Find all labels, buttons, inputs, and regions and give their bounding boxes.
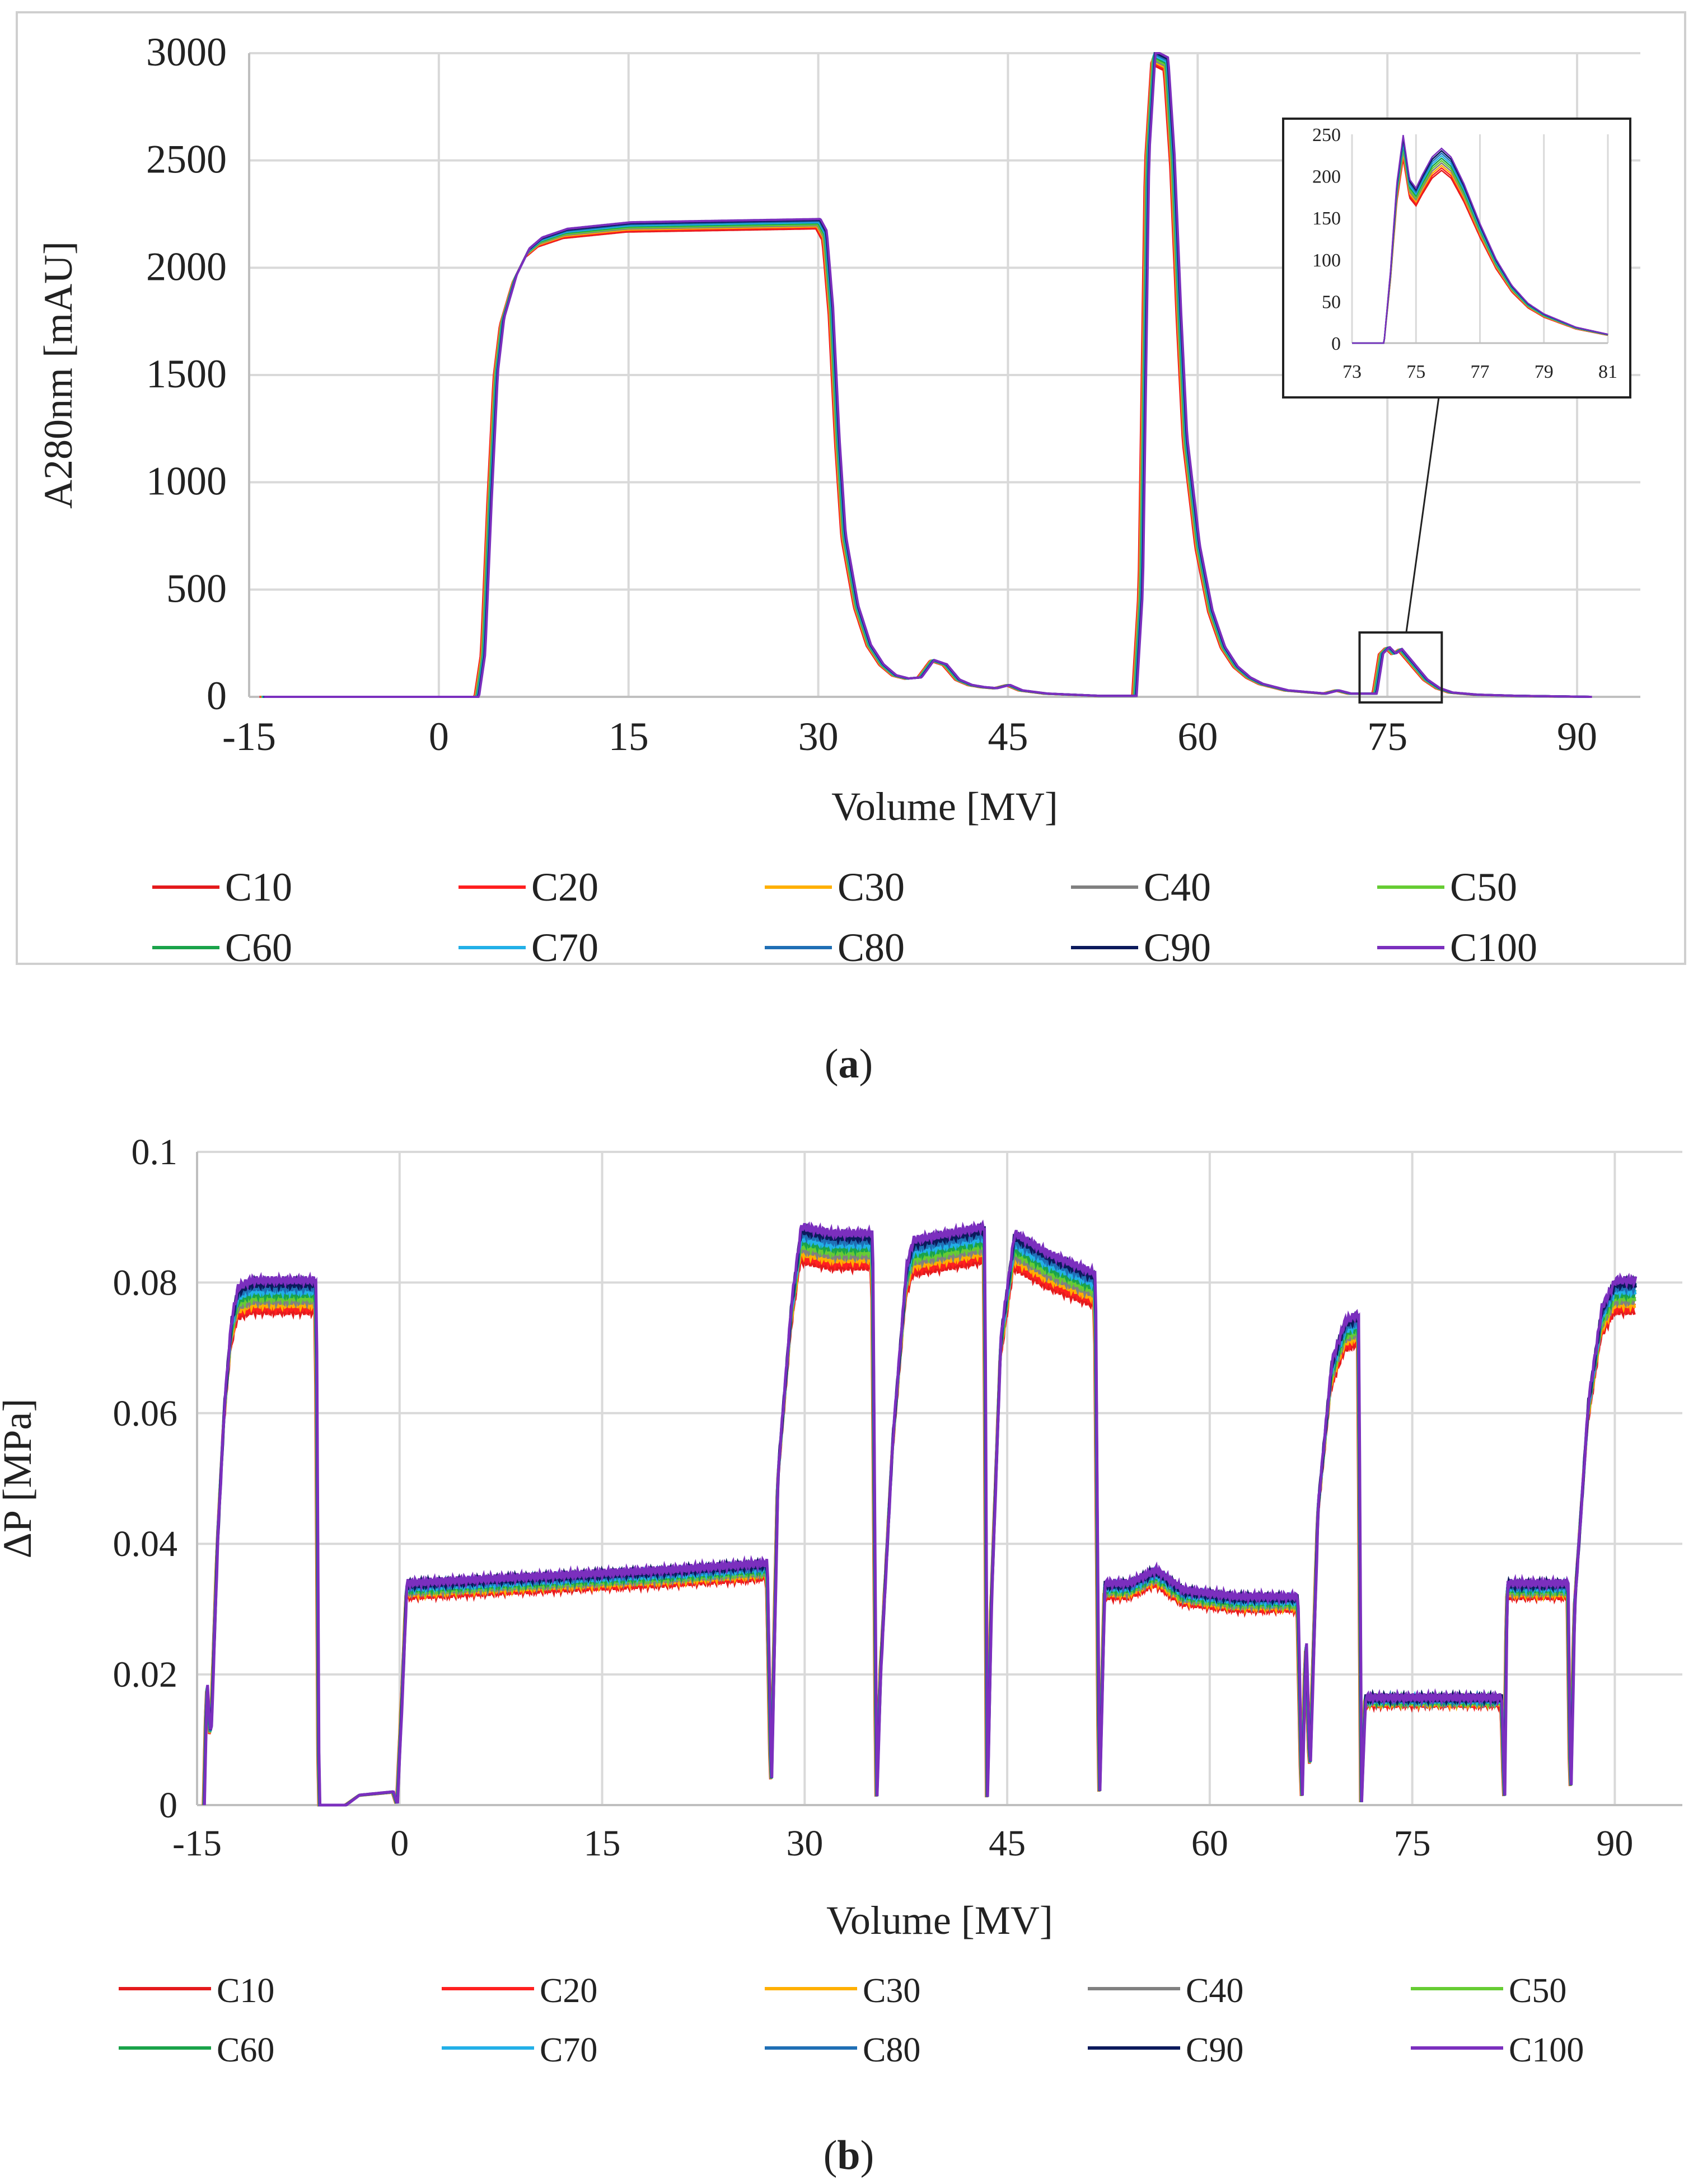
- x-tick-label: 45: [989, 1823, 1026, 1864]
- legend-label-c90: C90: [1186, 2031, 1243, 2069]
- y-tick-label: 500: [166, 566, 227, 611]
- legend-label-c90: C90: [1144, 925, 1211, 970]
- legend-label-c60: C60: [225, 925, 292, 970]
- y-axis-label: ΔP [MPa]: [0, 1399, 40, 1559]
- inset-y-tick-label: 100: [1312, 250, 1341, 271]
- legend-label-c10: C10: [217, 1972, 274, 2010]
- x-tick-label: 60: [1191, 1823, 1228, 1864]
- y-tick-label: 0.08: [113, 1262, 178, 1303]
- legend-label-c70: C70: [531, 925, 598, 970]
- legend-label-c10: C10: [225, 865, 292, 910]
- series-line-c60: [202, 1234, 1637, 1807]
- x-tick-label: 15: [609, 714, 649, 759]
- x-tick-label: 90: [1596, 1823, 1633, 1864]
- inset-x-tick-label: 79: [1535, 362, 1554, 382]
- series-line-c90: [203, 1222, 1637, 1807]
- panel-b-chart: -15 0 15 30 45 60 75 9000.020.040.060.080.1Volu…: [0, 1132, 1682, 1943]
- legend-label-c80: C80: [863, 2031, 920, 2069]
- legend-label-c40: C40: [1144, 865, 1211, 910]
- y-axis-label: A280nm [mAU]: [36, 241, 81, 509]
- x-tick-label: -15: [222, 714, 276, 759]
- legend-label-c70: C70: [540, 2031, 597, 2069]
- x-tick-label: 60: [1177, 714, 1218, 759]
- x-tick-label: 30: [786, 1823, 823, 1864]
- inset-y-tick-label: 200: [1312, 167, 1341, 188]
- legend-label-c80: C80: [838, 925, 905, 970]
- x-tick-label: -15: [172, 1823, 222, 1864]
- panel-a-chart: -15 0 15 30 45 60 75 90050010001500200025003000…: [36, 30, 1640, 829]
- x-tick-label: 45: [988, 714, 1028, 759]
- x-tick-label: 15: [584, 1823, 621, 1864]
- inset-frame: [1282, 118, 1631, 399]
- panel-a-inset: 73 75 77 79 81 0 50 100 150 200 250: [1282, 118, 1631, 704]
- legend-label-c30: C30: [838, 865, 905, 910]
- series-line-c30: [202, 1246, 1636, 1807]
- x-tick-label: 75: [1394, 1823, 1431, 1864]
- x-tick-label: 90: [1557, 714, 1597, 759]
- y-tick-label: 0.04: [113, 1524, 178, 1564]
- y-tick-label: 1000: [146, 459, 227, 504]
- panel-a-frame: [16, 11, 1686, 965]
- y-tick-label: 0.02: [113, 1655, 178, 1695]
- inset-y-tick-label: 0: [1331, 334, 1341, 354]
- legend-label-c50: C50: [1450, 865, 1517, 910]
- x-axis-label: Volume [MV]: [831, 784, 1058, 829]
- series-line-c10: [202, 1253, 1636, 1807]
- y-tick-label: 0: [207, 673, 227, 718]
- y-tick-label: 3000: [146, 30, 227, 74]
- x-tick-label: 0: [429, 714, 449, 759]
- panel-a-caption: (a): [825, 1041, 873, 1087]
- legend-label-c20: C20: [540, 1972, 597, 2010]
- inset-y-tick-label: 250: [1312, 125, 1341, 146]
- legend-label-c20: C20: [531, 865, 598, 910]
- x-axis-label: Volume [MV]: [826, 1898, 1053, 1943]
- panel-a-legend: C10 C20 C30 C40 C50 C60 C70 C80 C90 C100: [152, 865, 1537, 970]
- x-tick-label: 30: [798, 714, 839, 759]
- series-line-c50: [202, 1238, 1636, 1807]
- inset-x-tick-label: 81: [1598, 362, 1617, 382]
- x-tick-label: 0: [390, 1823, 409, 1864]
- series-line-c100: [264, 52, 1592, 698]
- legend-label-c100: C100: [1450, 925, 1537, 970]
- inset-y-tick-label: 150: [1312, 208, 1341, 229]
- zoom-connector: [1405, 397, 1440, 633]
- y-tick-label: 2500: [146, 137, 227, 182]
- y-tick-label: 2000: [146, 244, 227, 289]
- legend-label-c40: C40: [1186, 1972, 1243, 2010]
- legend-label-c30: C30: [863, 1972, 920, 2010]
- panel-b-legend: C10 C20 C30 C40 C50 C60 C70 C80 C90 C100: [119, 1972, 1584, 2069]
- series-line-c70: [203, 1230, 1637, 1807]
- zoom-box: [1358, 631, 1443, 704]
- inset-x-tick-label: 75: [1406, 362, 1425, 382]
- series-line-c20: [202, 1249, 1636, 1807]
- inset-x-tick-label: 77: [1471, 362, 1490, 382]
- y-tick-label: 0.1: [132, 1132, 178, 1173]
- panel-b-caption: (b): [824, 2133, 874, 2178]
- y-tick-label: 0: [159, 1785, 177, 1826]
- y-tick-label: 0.06: [113, 1393, 178, 1434]
- inset-series-c100: [1352, 135, 1608, 344]
- y-tick-label: 1500: [146, 351, 227, 396]
- series-line-c40: [202, 1240, 1636, 1807]
- x-tick-label: 75: [1367, 714, 1407, 759]
- legend-label-c100: C100: [1509, 2031, 1584, 2069]
- series-line-c100: [203, 1219, 1638, 1807]
- inset-y-tick-label: 50: [1322, 292, 1341, 312]
- legend-label-c60: C60: [217, 2031, 274, 2069]
- series-line-c80: [203, 1227, 1637, 1807]
- inset-x-tick-label: 73: [1343, 362, 1362, 382]
- legend-label-c50: C50: [1509, 1972, 1566, 2010]
